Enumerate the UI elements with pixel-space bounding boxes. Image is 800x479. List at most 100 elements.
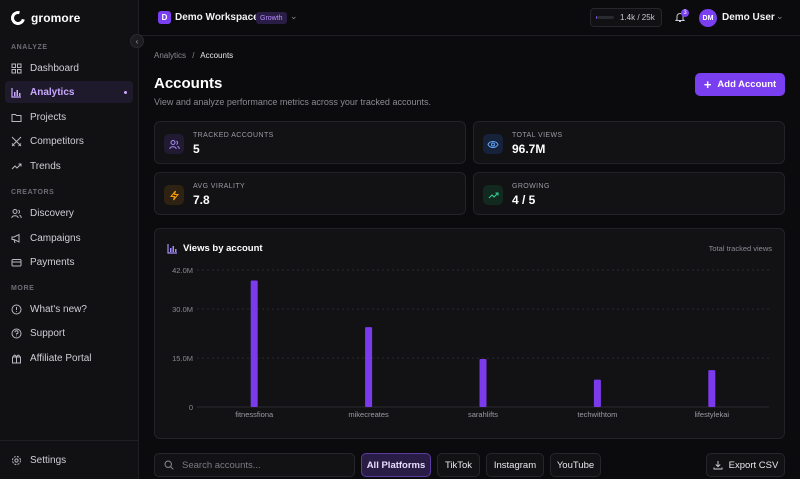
workspace-avatar[interactable]: D [158,11,171,24]
section-label-analyze: ANALYZE [11,44,48,51]
users-icon [164,134,184,154]
y-tick-label: 30.0M [172,305,193,314]
chevron-down-icon[interactable]: ⌄ [290,11,298,21]
user-name[interactable]: Demo User [722,12,775,23]
x-tick-label: lifestylekai [694,410,729,419]
add-account-button[interactable]: + Add Account [695,73,785,96]
views-by-account-chart-card: Views by account Total tracked views 0 15… [154,228,785,439]
sidebar-item-projects[interactable]: Projects [5,106,133,128]
sidebar-item-affiliate-portal[interactable]: Affiliate Portal [5,347,133,369]
sidebar-item-support[interactable]: Support [5,322,133,344]
filter-tiktok[interactable]: TikTok [437,453,480,477]
collapse-sidebar-button[interactable]: ‹ [130,34,144,48]
gift-icon [11,353,22,364]
usage-progress-bar [596,16,614,19]
notification-count-badge: 3 [681,9,689,17]
stat-value: 96.7M [512,142,546,156]
x-tick-label: fitnessfiona [235,410,274,419]
export-csv-label: Export CSV [728,459,779,471]
sidebar-item-trends[interactable]: Trends [5,155,133,177]
stat-card-total-views: TOTAL VIEWS 96.7M [473,121,785,164]
stat-label: TOTAL VIEWS [512,132,563,139]
sidebar-item-competitors[interactable]: Competitors [5,130,133,152]
x-tick-label: mikecreates [348,410,389,419]
filter-instagram[interactable]: Instagram [486,453,544,477]
x-tick-label: sarahlifts [468,410,498,419]
stat-value: 5 [193,142,200,156]
top-bar: D Demo Workspace Growth ⌄ 1.4k / 25k 3 D… [139,0,800,36]
app-logo[interactable]: gromore [8,8,80,28]
breadcrumb-current: Accounts [200,51,234,60]
y-tick-label: 15.0M [172,354,193,363]
sidebar-item-label: Campaigns [30,232,81,244]
add-account-label: Add Account [717,79,777,90]
sidebar-item-campaigns[interactable]: Campaigns [5,227,133,249]
search-input[interactable] [182,459,342,471]
chevron-left-icon: ‹ [135,36,139,46]
users-icon [11,208,22,219]
zap-icon [164,185,184,205]
trending-up-icon [11,161,22,172]
chart-subtitle: Total tracked views [708,244,772,253]
sidebar-item-label: Projects [30,111,67,123]
sidebar-item-label: Settings [30,454,67,466]
download-icon [713,461,723,470]
chart-title: Views by account [183,243,263,254]
bar-sarahlifts [479,359,487,407]
search-box[interactable] [154,453,355,477]
stat-label: GROWING [512,183,550,190]
breadcrumb: Analytics / Accounts [154,51,233,60]
stat-value: 4 / 5 [512,193,536,207]
bar-mikecreates [365,327,373,407]
sidebar-item-label: Dashboard [30,62,79,74]
workspace-name[interactable]: Demo Workspace [175,12,259,23]
bar-chart-icon [167,243,178,257]
filter-youtube[interactable]: YouTube [550,453,601,477]
sidebar-item-analytics[interactable]: Analytics [5,81,133,103]
bar-chart: 0 15.0M 30.0M 42.0M fitnessfiona mikecreates s… [172,266,769,419]
usage-meter[interactable]: 1.4k / 25k [590,8,662,27]
breadcrumb-separator: / [192,51,195,60]
usage-text: 1.4k / 25k [620,13,655,22]
bar-fitnessfiona [250,280,258,407]
sidebar-item-label: Discovery [30,207,74,219]
search-icon [164,460,174,470]
page-title: Accounts [154,75,223,92]
stat-card-avg-virality: AVG VIRALITY 7.8 [154,172,466,215]
section-label-creators: CREATORS [11,189,55,196]
megaphone-icon [11,233,22,244]
sidebar: gromore ANALYZE Dashboard Analytics Proj… [0,0,139,479]
stat-label: TRACKED ACCOUNTS [193,132,274,139]
section-label-more: MORE [11,285,35,292]
sidebar-item-label: Trends [30,160,61,172]
sidebar-item-discovery[interactable]: Discovery [5,202,133,224]
y-tick-label: 0 [189,403,193,412]
eye-icon [483,134,503,154]
sidebar-item-label: Support [30,327,66,339]
sidebar-item-label: Payments [30,256,75,268]
usage-progress-fill [596,16,597,19]
sparkle-icon [11,304,22,315]
plus-icon: + [703,77,712,92]
stat-value: 7.8 [193,193,210,207]
sidebar-item-label: What's new? [30,303,87,315]
sidebar-item-label: Competitors [30,135,84,147]
active-indicator [124,90,127,94]
sidebar-item-payments[interactable]: Payments [5,251,133,273]
sidebar-item-label: Analytics [30,86,75,98]
logo-icon [8,8,28,28]
trending-up-icon [483,185,503,205]
sidebar-item-settings[interactable]: Settings [5,449,133,471]
sidebar-item-whats-new[interactable]: What's new? [5,298,133,320]
sidebar-item-dashboard[interactable]: Dashboard [5,57,133,79]
bar-chart-icon [11,87,22,98]
filter-all-platforms[interactable]: All Platforms [361,453,431,477]
user-avatar[interactable]: DM [699,9,717,27]
wallet-icon [11,257,22,268]
gear-icon [11,455,22,466]
export-csv-button[interactable]: Export CSV [706,453,785,477]
chevron-down-icon[interactable]: ⌄ [776,11,784,21]
page-subtitle: View and analyze performance metrics acr… [154,97,431,107]
swords-icon [11,136,22,147]
breadcrumb-parent[interactable]: Analytics [154,51,187,60]
